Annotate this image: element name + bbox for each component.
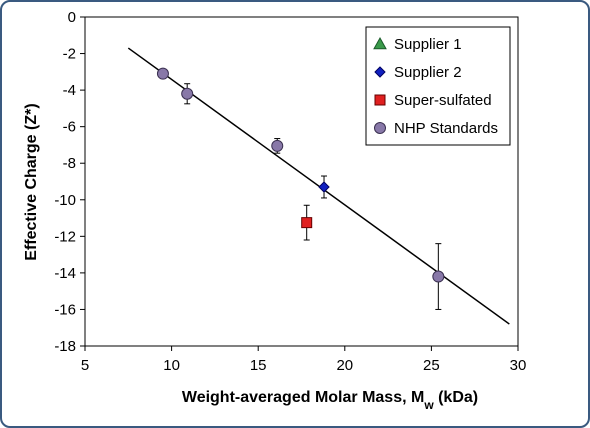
legend-label: Supplier 2 [394,64,462,81]
legend-label: Super-sulfated [394,92,492,109]
x-tick-label: 10 [163,357,180,374]
legend-marker [374,122,386,134]
y-tick-label: -6 [63,119,76,136]
y-tick-label: -8 [63,155,76,172]
data-point [271,139,284,152]
data-point [432,270,445,283]
legend-marker [374,94,386,106]
data-point [156,67,169,80]
legend-marker [374,66,386,78]
y-tick-label: -10 [54,192,76,209]
y-tick-label: -4 [63,82,76,99]
legend-label: Supplier 1 [394,36,462,53]
data-point [318,181,330,193]
y-tick-label: -2 [63,46,76,63]
y-tick-label: 0 [68,9,76,26]
x-tick-label: 20 [336,357,353,374]
x-tick-label: 25 [423,357,440,374]
y-tick-label: -16 [54,301,76,318]
data-point [301,217,313,229]
x-tick-label: 30 [510,357,527,374]
legend-marker [373,36,387,50]
y-tick-label: -12 [54,228,76,245]
data-point [181,87,194,100]
y-tick-label: -14 [54,265,76,282]
x-tick-label: 5 [81,357,89,374]
legend-box [365,26,511,146]
y-tick-label: -18 [54,338,76,355]
plot-area-border [84,16,519,347]
x-axis-title: Weight-averaged Molar Mass, Mw (kDa) [182,389,478,412]
y-axis-title: Effective Charge (Z*) [23,103,40,260]
legend-label: NHP Standards [394,120,498,137]
x-tick-label: 15 [250,357,267,374]
